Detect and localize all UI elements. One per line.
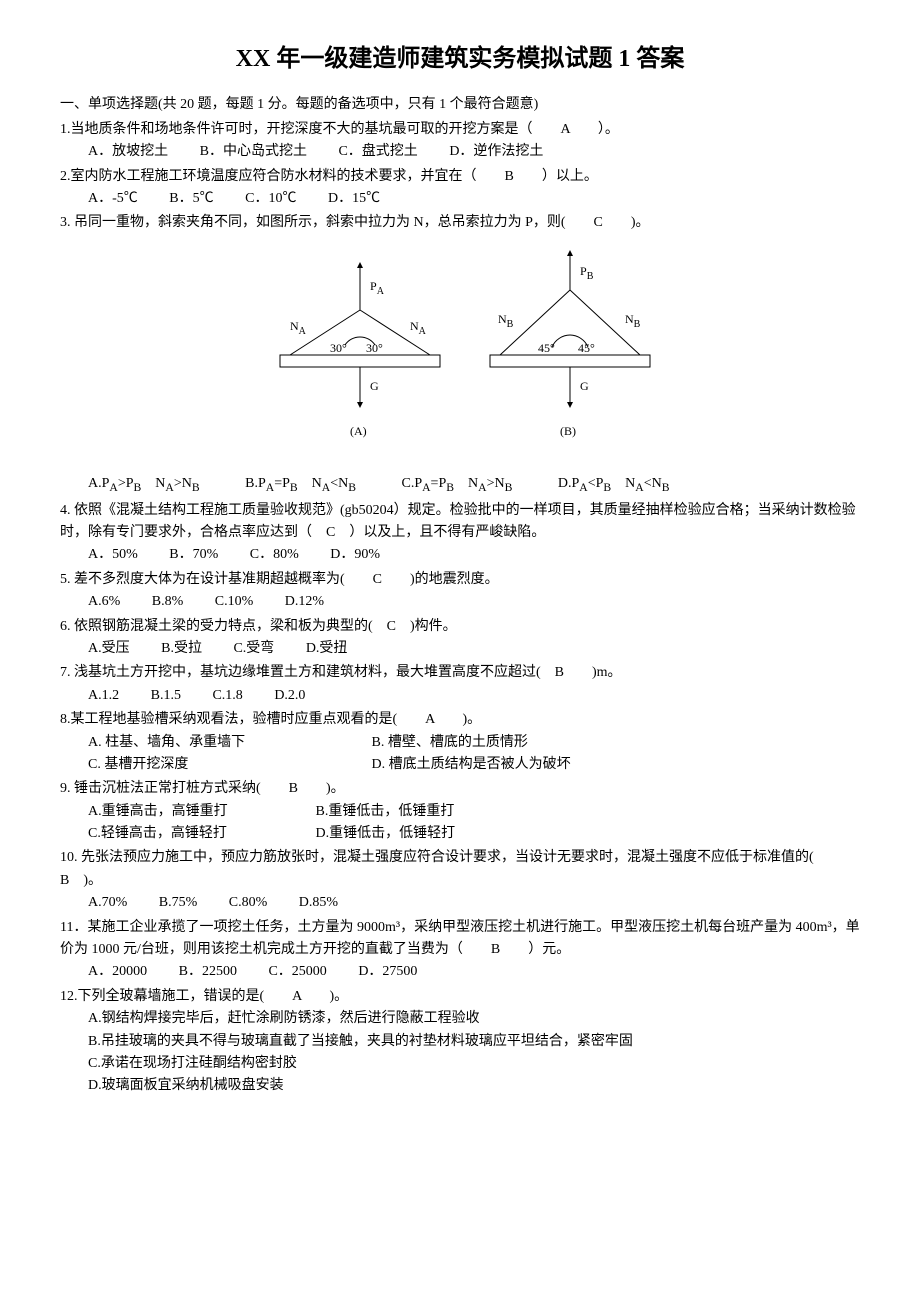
question-9: 9. 锤击沉桩法正常打桩方式采纳( B )。: [60, 778, 860, 800]
q7-opt-a: A.1.2: [88, 685, 119, 707]
page-title: XX 年一级建造师建筑实务模拟试题 1 答案: [60, 40, 860, 78]
q10-opt-a: A.70%: [88, 892, 127, 914]
q8-opt-d: D. 槽底土质结构是否被人为破坏: [372, 754, 571, 776]
q9-opt-d: D.重锤低击，低锤轻打: [316, 823, 456, 845]
q11-opt-b: B．22500: [179, 961, 237, 983]
q11-opt-d: D．27500: [358, 961, 417, 983]
q8-opt-b: B. 槽壁、槽底的土质情形: [372, 732, 528, 754]
q3-opt-a: A.PA>PB NA>NB: [88, 476, 200, 491]
angle-a-right: 30°: [366, 341, 383, 355]
q11-opt-c: C．25000: [268, 961, 326, 983]
q5-opt-d: D.12%: [285, 591, 324, 613]
q4-opt-a: A．50%: [88, 544, 138, 566]
q4-opt-d: D．90%: [330, 544, 380, 566]
question-7: 7. 浅基坑土方开挖中，基坑边缘堆置土方和建筑材料，最大堆置高度不应超过( B …: [60, 662, 860, 684]
q1-opt-d: D．逆作法挖土: [449, 141, 543, 163]
question-12: 12.下列全玻幕墙施工，错误的是( A )。: [60, 986, 860, 1008]
q2-opt-a: A．-5℃: [88, 188, 138, 210]
label-nb-left: NB: [498, 312, 514, 330]
q10-opt-b: B.75%: [159, 892, 198, 914]
q9-opt-a: A.重锤高击，高锤重打: [88, 801, 284, 823]
q4-opt-c: C．80%: [250, 544, 299, 566]
lifting-diagram: PA NA NA 30° 30° G (A) PB NB NB 45°: [60, 245, 860, 453]
question-4: 4. 依照《混凝土结构工程施工质量验收规范》(gb50204）规定。检验批中的一…: [60, 500, 860, 545]
q12-opt-d: D.玻璃面板宜采纳机械吸盘安装: [88, 1075, 860, 1097]
q5-opt-c: C.10%: [215, 591, 254, 613]
q1-opt-b: B．中心岛式挖土: [200, 141, 307, 163]
angle-b-right: 45°: [578, 341, 595, 355]
q9-opt-c: C.轻锤高击，高锤轻打: [88, 823, 284, 845]
label-g-a: G: [370, 379, 379, 393]
q5-opt-a: A.6%: [88, 591, 120, 613]
q7-opt-b: B.1.5: [151, 685, 181, 707]
q9-opt-b: B.重锤低击，低锤重打: [316, 801, 455, 823]
label-pa: PA: [370, 279, 385, 297]
q10-opt-d: D.85%: [299, 892, 338, 914]
q3-opt-b: B.PA=PB NA<NB: [245, 476, 356, 491]
question-2: 2.室内防水工程施工环境温度应符合防水材料的技术要求，并宜在（ B ）以上。: [60, 166, 860, 188]
q2-opt-c: C．10℃: [245, 188, 296, 210]
q3-opt-d: D.PA<PB NA<NB: [558, 476, 670, 491]
angle-a-left: 30°: [330, 341, 347, 355]
q11-opt-a: A．20000: [88, 961, 147, 983]
q6-opt-b: B.受拉: [161, 638, 202, 660]
q6-opt-a: A.受压: [88, 638, 130, 660]
label-na-right: NA: [410, 319, 427, 337]
question-6: 6. 依照钢筋混凝土梁的受力特点，梁和板为典型的( C )构件。: [60, 616, 860, 638]
q6-opt-c: C.受弯: [233, 638, 274, 660]
diagram-label-a: (A): [350, 424, 367, 438]
diagram-label-b: (B): [560, 424, 576, 438]
q2-opt-b: B．5℃: [169, 188, 213, 210]
label-g-b: G: [580, 379, 589, 393]
question-5: 5. 差不多烈度大体为在设计基准期超越概率为( C )的地震烈度。: [60, 569, 860, 591]
q8-opt-a: A. 柱基、墙角、承重墙下: [88, 732, 340, 754]
question-10: 10. 先张法预应力施工中，预应力筋放张时，混凝土强度应符合设计要求，当设计无要…: [60, 847, 860, 892]
section-heading: 一、单项选择题(共 20 题，每题 1 分。每题的备选项中，只有 1 个最符合题…: [60, 94, 860, 116]
q7-opt-d: D.2.0: [274, 685, 305, 707]
q12-opt-a: A.钢结构焊接完毕后，赶忙涂刷防锈漆，然后进行隐蔽工程验收: [88, 1008, 860, 1030]
q5-opt-b: B.8%: [152, 591, 184, 613]
q12-opt-c: C.承诺在现场打注硅酮结构密封胶: [88, 1053, 860, 1075]
q8-opt-c: C. 基槽开挖深度: [88, 754, 340, 776]
label-pb: PB: [580, 264, 594, 282]
q1-opt-a: A．放坡挖土: [88, 141, 168, 163]
label-nb-right: NB: [625, 312, 641, 330]
q12-opt-b: B.吊挂玻璃的夹具不得与玻璃直截了当接触，夹具的衬垫材料玻璃应平坦结合，紧密牢固: [88, 1031, 860, 1053]
q6-opt-d: D.受扭: [306, 638, 348, 660]
q10-opt-c: C.80%: [229, 892, 268, 914]
q1-opt-c: C．盘式挖土: [338, 141, 417, 163]
question-3: 3. 吊同一重物，斜索夹角不同，如图所示，斜索中拉力为 N，总吊索拉力为 P，则…: [60, 212, 860, 234]
question-11: 11．某施工企业承揽了一项挖土任务，土方量为 9000m³，采纳甲型液压挖土机进…: [60, 917, 860, 962]
question-1: 1.当地质条件和场地条件许可时，开挖深度不大的基坑最可取的开挖方案是（ A ）。: [60, 119, 860, 141]
q7-opt-c: C.1.8: [212, 685, 242, 707]
q3-opt-c: C.PA=PB NA>NB: [402, 476, 513, 491]
question-8: 8.某工程地基验槽采纳观看法，验槽时应重点观看的是( A )。: [60, 709, 860, 731]
q4-opt-b: B．70%: [169, 544, 218, 566]
label-na-left: NA: [290, 319, 307, 337]
angle-b-left: 45°: [538, 341, 555, 355]
q2-opt-d: D．15℃: [328, 188, 380, 210]
